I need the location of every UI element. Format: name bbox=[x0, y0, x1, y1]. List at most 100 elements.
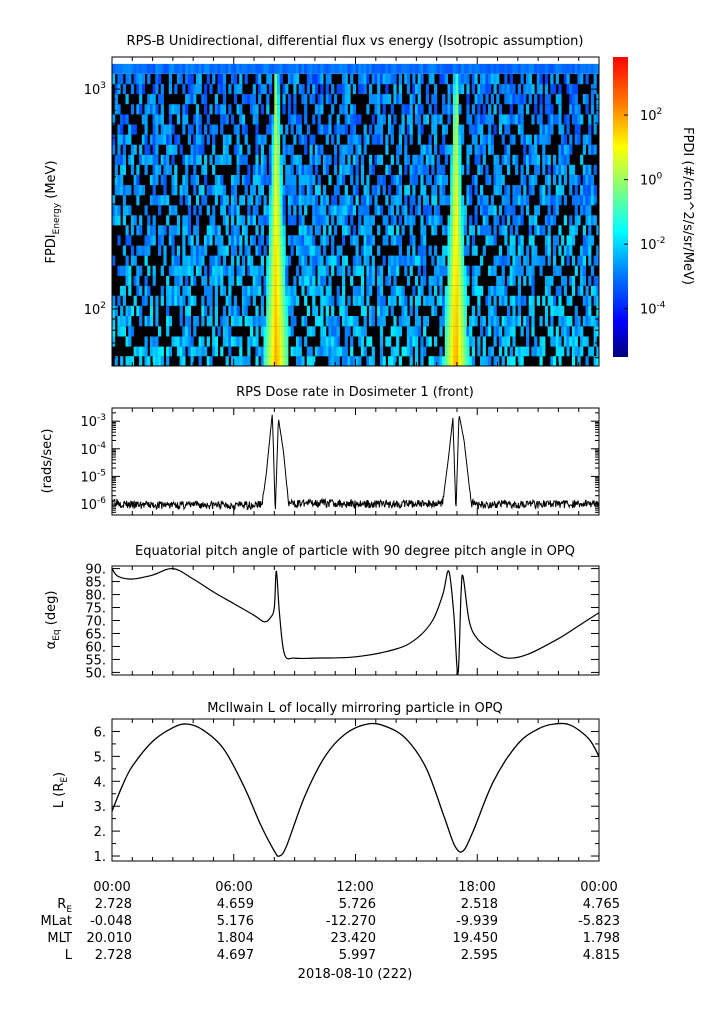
spectrogram-cell bbox=[561, 235, 565, 246]
spectrogram-cell bbox=[263, 245, 267, 256]
spectrogram-cell bbox=[360, 346, 365, 357]
spectrogram-cell bbox=[144, 134, 148, 145]
spectrogram-cell bbox=[141, 63, 146, 74]
spectrogram-cell bbox=[539, 124, 543, 135]
y-tick-label: 103 bbox=[84, 81, 106, 98]
spectrogram-cell bbox=[342, 215, 346, 226]
spectrogram-cell bbox=[390, 225, 394, 236]
spectrogram-cell bbox=[290, 185, 294, 196]
spectrogram-cell bbox=[517, 316, 522, 327]
y-tick-label: 10-3 bbox=[80, 413, 106, 430]
spectrogram-cell bbox=[347, 164, 351, 175]
spectrogram-cell bbox=[317, 215, 321, 226]
spectrogram-cell bbox=[158, 94, 162, 105]
spectrogram-cell bbox=[317, 285, 321, 296]
spectrogram-cell bbox=[434, 195, 438, 206]
spectrogram-cell bbox=[317, 94, 321, 105]
spectrogram-cell bbox=[306, 346, 311, 357]
spectrogram-cell bbox=[371, 255, 375, 266]
pitch-frame bbox=[111, 565, 600, 676]
spectrogram-cell bbox=[431, 164, 435, 175]
spectrogram-cell bbox=[333, 154, 338, 165]
spectrogram-cell bbox=[136, 346, 140, 357]
spectrogram-cell bbox=[477, 295, 481, 306]
spectrogram-cell bbox=[214, 316, 219, 327]
spectrogram-cell bbox=[496, 73, 500, 85]
spectrogram-cell bbox=[185, 73, 189, 85]
spectrogram-cell bbox=[363, 73, 367, 85]
spectrogram-cell bbox=[458, 326, 462, 337]
spectrogram-cell bbox=[198, 336, 202, 347]
spectrogram-cell bbox=[220, 195, 224, 206]
spectrogram-cell bbox=[507, 326, 511, 337]
spectrogram-cell bbox=[296, 245, 300, 256]
spectrogram-cell bbox=[125, 265, 129, 276]
spectrogram-cell bbox=[182, 356, 186, 366]
spectrogram-cell bbox=[396, 326, 400, 337]
spectrogram-cell bbox=[569, 84, 573, 95]
spectrogram-cell bbox=[469, 316, 473, 327]
spectrogram-cell bbox=[406, 255, 411, 266]
spectrogram-cell bbox=[241, 215, 246, 226]
spectrogram-cell bbox=[217, 154, 221, 165]
spectrogram-cell bbox=[439, 295, 443, 306]
spectrogram-cell bbox=[428, 104, 432, 115]
spectrogram-cell bbox=[279, 215, 283, 226]
spectrogram-cell bbox=[450, 215, 454, 226]
spectrogram-cell bbox=[198, 144, 202, 155]
spectrogram-cell bbox=[596, 255, 599, 266]
spectrogram-cell bbox=[252, 94, 256, 105]
spectrogram-cell bbox=[228, 63, 232, 74]
spectrogram-cell bbox=[325, 63, 329, 74]
spectrogram-cell bbox=[231, 235, 235, 246]
spectrogram-cell bbox=[166, 164, 170, 175]
spectrogram-cell bbox=[247, 94, 251, 105]
spectrogram-cell bbox=[447, 114, 451, 125]
spectrogram-cell bbox=[168, 285, 173, 296]
spectrogram-cell bbox=[379, 94, 384, 105]
spectrogram-cell bbox=[168, 225, 173, 236]
spectrogram-cell bbox=[434, 285, 438, 296]
spectrogram-cell bbox=[431, 225, 435, 236]
spectrogram-cell bbox=[480, 114, 484, 125]
spectrogram-cell bbox=[561, 144, 565, 155]
spectrogram-cell bbox=[398, 245, 403, 256]
spectrogram-cell bbox=[369, 63, 373, 74]
spectrogram-cell bbox=[347, 154, 351, 165]
spectrogram-cell bbox=[561, 124, 565, 135]
spectrogram-cell bbox=[214, 235, 219, 246]
spectrogram-cell bbox=[176, 255, 181, 266]
spectrogram-cell bbox=[339, 295, 343, 306]
spectrogram-cell bbox=[323, 124, 327, 135]
spectrogram-cell bbox=[515, 164, 519, 175]
spectrogram-cell bbox=[312, 114, 316, 125]
spectrogram-cell bbox=[185, 255, 189, 266]
spectrogram-cell bbox=[206, 225, 210, 236]
spectrogram-cell bbox=[350, 114, 354, 125]
spectrogram-cell bbox=[239, 316, 243, 327]
spectrogram-cell bbox=[136, 245, 140, 256]
spectrogram-cell bbox=[398, 63, 403, 74]
spectrogram-cell bbox=[580, 73, 584, 85]
spectrogram-cell bbox=[390, 134, 394, 145]
spectrogram-cell bbox=[182, 114, 186, 125]
spectrogram-cell bbox=[258, 195, 262, 206]
spectrogram-cell bbox=[512, 94, 516, 105]
spectrogram-cell bbox=[417, 104, 421, 115]
spectrogram-cell bbox=[358, 63, 362, 74]
spectrogram-cell bbox=[512, 235, 516, 246]
spectrogram-cell bbox=[320, 144, 324, 155]
spectrogram-cell bbox=[512, 305, 516, 316]
spectrogram-cell bbox=[176, 285, 181, 296]
spectrogram-cell bbox=[406, 124, 411, 135]
spectrogram-cell bbox=[458, 295, 462, 306]
spectrogram-cell bbox=[412, 195, 416, 206]
spectrogram-cell bbox=[377, 305, 381, 316]
spectrogram-cell bbox=[401, 316, 405, 327]
spectrogram-cell bbox=[293, 104, 297, 115]
spectrogram-cell bbox=[461, 245, 465, 256]
spectrogram-cell bbox=[425, 114, 430, 125]
spectrogram-cell bbox=[185, 215, 189, 226]
spectrogram-cell bbox=[144, 356, 148, 366]
spectrogram-cell bbox=[125, 225, 129, 236]
